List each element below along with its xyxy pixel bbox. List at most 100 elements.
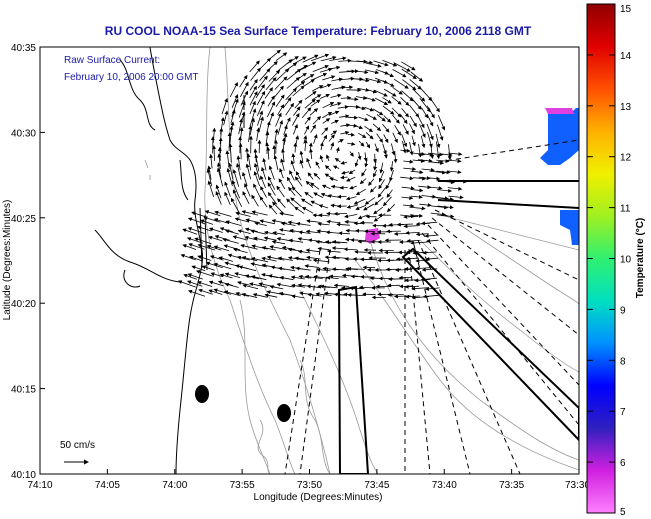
current-vector	[259, 68, 271, 81]
current-vector	[255, 84, 265, 99]
current-vector	[374, 143, 379, 153]
current-vector	[411, 135, 416, 147]
x-tick-label: 73:55	[230, 480, 255, 491]
current-vector	[305, 248, 321, 253]
current-vector	[355, 78, 370, 83]
current-vector	[409, 104, 420, 118]
current-vector	[238, 265, 257, 272]
current-vector	[348, 169, 356, 175]
current-vector	[337, 105, 349, 110]
x-tick-label: 73:45	[364, 480, 389, 491]
current-vector	[319, 154, 324, 163]
current-vector	[318, 213, 330, 218]
current-vector	[312, 94, 322, 101]
colorbar-tick-label: 12	[620, 153, 632, 164]
current-vector	[263, 236, 277, 241]
x-tick-label: 73:50	[297, 480, 322, 491]
current-vector	[307, 172, 314, 180]
current-vector	[238, 100, 246, 118]
current-vector	[330, 142, 335, 151]
current-vector	[277, 198, 286, 208]
current-vector	[447, 170, 462, 175]
current-vector	[358, 116, 369, 122]
current-vector	[437, 180, 455, 185]
current-vector	[318, 204, 329, 209]
current-vector	[436, 159, 450, 164]
current-vector	[365, 141, 371, 149]
colorbar-ticks: 5 6 7 8 9 10 11 12 13 14 15	[587, 3, 632, 518]
current-vector	[264, 87, 273, 99]
current-vector	[278, 266, 296, 272]
current-vector	[424, 233, 439, 238]
current-vector	[302, 54, 319, 63]
current-vector	[286, 68, 302, 81]
x-tick-label: 73:30	[565, 480, 590, 491]
current-vector	[249, 78, 258, 91]
current-vector	[400, 176, 414, 181]
current-vector	[382, 123, 390, 133]
current-vector	[378, 170, 385, 183]
current-vector	[292, 85, 305, 97]
current-vector	[425, 256, 439, 261]
current-vector	[259, 57, 272, 70]
current-vector	[293, 106, 301, 116]
current-vector	[439, 152, 453, 157]
current-vector	[208, 235, 223, 242]
current-vector	[331, 85, 346, 90]
current-vector	[309, 108, 319, 116]
current-vector	[312, 258, 330, 263]
current-vector	[320, 55, 337, 62]
current-vector	[182, 244, 197, 250]
current-vector	[233, 247, 248, 253]
current-vector	[259, 196, 268, 208]
current-vector	[301, 107, 312, 118]
current-vector	[330, 184, 341, 189]
current-vector	[409, 141, 414, 156]
current-vector	[338, 58, 352, 63]
current-vector	[322, 134, 327, 143]
current-vector	[355, 106, 366, 111]
colorbar-tick-label: 5	[620, 507, 626, 518]
current-vector	[401, 108, 410, 118]
current-vector	[394, 267, 413, 272]
colorbar-tick-label: 10	[620, 255, 632, 266]
current-vector	[319, 284, 338, 289]
current-vector	[354, 159, 359, 168]
current-vector	[261, 166, 267, 180]
current-vector	[355, 188, 366, 196]
current-vector	[334, 158, 341, 163]
current-vector	[305, 180, 314, 188]
current-vector	[357, 152, 362, 161]
current-vector	[326, 249, 341, 254]
current-vector	[223, 110, 229, 126]
current-vector	[322, 118, 331, 124]
current-vector	[228, 143, 233, 163]
current-vector	[266, 101, 275, 118]
current-vector	[224, 191, 231, 206]
current-vector	[310, 99, 321, 107]
current-vector	[332, 165, 340, 170]
current-vector	[409, 123, 415, 135]
current-vector	[201, 265, 215, 271]
current-vector	[324, 173, 332, 179]
current-vector	[330, 93, 342, 98]
current-vector	[304, 91, 317, 100]
current-vector	[304, 98, 316, 109]
current-vector	[419, 152, 434, 157]
current-vector	[419, 87, 433, 102]
current-vector	[274, 76, 288, 90]
current-vector	[409, 115, 417, 128]
current-vector	[363, 203, 375, 211]
current-vector	[428, 186, 443, 191]
current-vector	[242, 283, 259, 290]
current-vector	[187, 273, 203, 280]
current-vector	[333, 283, 350, 288]
current-vector	[373, 160, 378, 171]
scale-label: 50 cm/s	[60, 440, 95, 451]
current-vector	[304, 264, 320, 269]
current-vector	[403, 159, 414, 164]
current-vector	[213, 262, 232, 270]
current-vector	[286, 176, 294, 188]
current-vector	[321, 127, 329, 136]
